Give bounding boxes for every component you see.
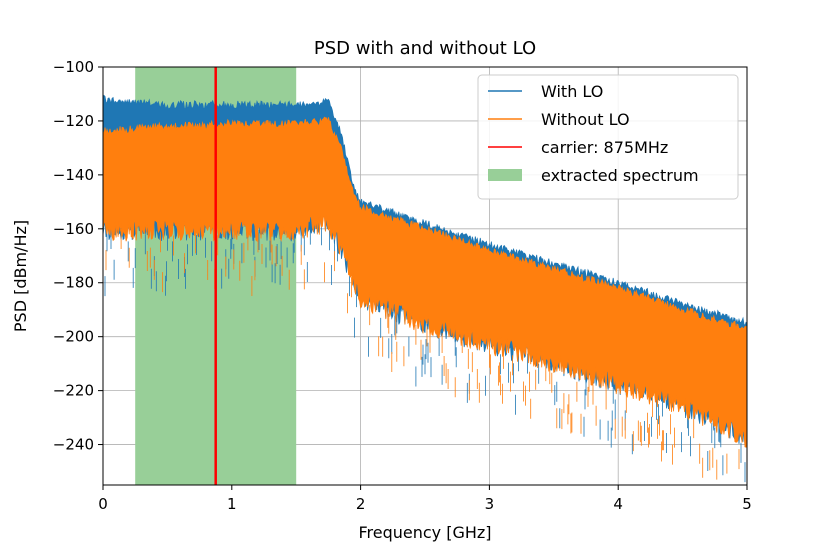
y-tick-label: −200 xyxy=(53,328,94,346)
y-tick-label: −120 xyxy=(53,112,94,130)
x-tick-label: 1 xyxy=(227,495,237,513)
x-tick-label: 2 xyxy=(356,495,366,513)
x-tick-label: 3 xyxy=(485,495,495,513)
plot-frame xyxy=(102,66,748,486)
legend-swatch-extracted-spectrum xyxy=(488,169,522,181)
legend-label-carrier: carrier: 875MHz xyxy=(541,138,668,157)
series-without-lo xyxy=(103,116,747,448)
y-tick-label: −180 xyxy=(53,274,94,292)
x-tick-label: 0 xyxy=(98,495,108,513)
legend-label-extracted-spectrum: extracted spectrum xyxy=(541,166,699,185)
y-tick-label: −100 xyxy=(53,58,94,76)
legend-box xyxy=(477,74,739,200)
legend-label-with-lo: With LO xyxy=(541,82,603,101)
y-tick-label: −140 xyxy=(53,166,94,184)
y-tick-label: −220 xyxy=(53,382,94,400)
x-axis-label: Frequency [GHz] xyxy=(358,523,491,542)
x-tick-label: 5 xyxy=(742,495,752,513)
y-axis-label: PSD [dBm/Hz] xyxy=(11,220,30,332)
axis-ticks: 0 1 2 3 4 5 −100 −120 −140 −160 −180 −200 −220 −240 xyxy=(53,58,752,513)
y-tick-label: −160 xyxy=(53,220,94,238)
legend-label-without-lo: Without LO xyxy=(541,110,630,129)
series-layer xyxy=(103,94,747,483)
chart-title: PSD with and without LO xyxy=(314,38,536,59)
series-with-lo-spikes xyxy=(104,224,746,483)
series-without-lo-spikes xyxy=(105,229,747,480)
x-tick-label: 4 xyxy=(613,495,623,513)
legend: With LO Without LO carrier: 875MHz extra… xyxy=(477,74,739,200)
y-tick-label: −240 xyxy=(53,436,94,454)
